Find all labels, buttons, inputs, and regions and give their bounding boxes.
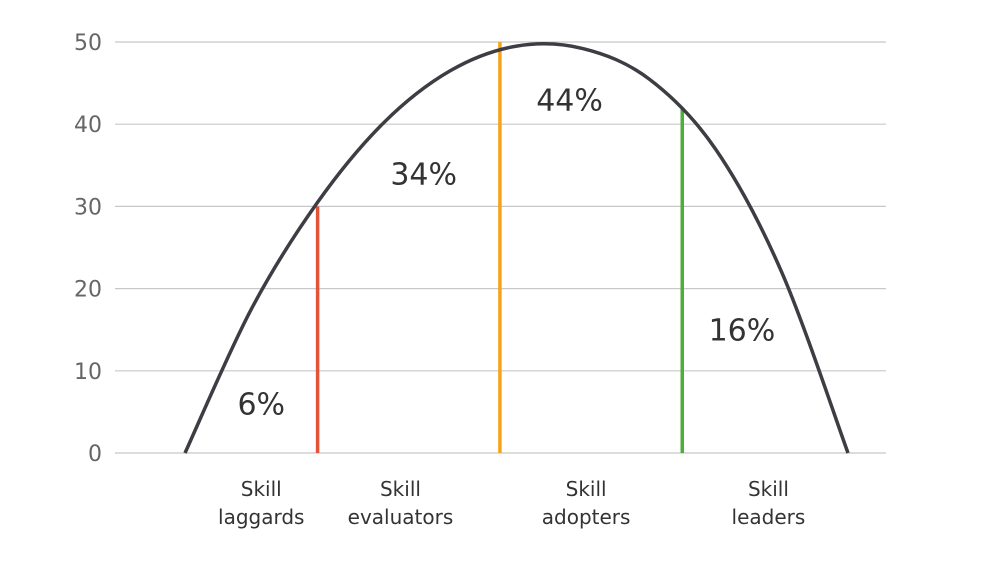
- adoption-curve: [183, 42, 850, 454]
- segment-percent-label: 34%: [390, 158, 457, 193]
- y-tick-label: 40: [74, 113, 102, 138]
- category-label-line1: Skill: [380, 477, 421, 501]
- segment-dividers: [315, 42, 684, 453]
- segment-percent-label: 44%: [536, 84, 603, 119]
- y-tick-label: 20: [74, 278, 102, 303]
- segment-percent-labels: 6% 34% 44% 16%: [237, 84, 775, 423]
- category-label-line1: Skill: [566, 477, 607, 501]
- category-label-line1: Skill: [241, 477, 282, 501]
- category-label-line1: Skill: [748, 477, 789, 501]
- category-label-line2: evaluators: [348, 505, 454, 529]
- category-label-line2: adopters: [542, 505, 631, 529]
- segment-percent-label: 16%: [709, 314, 776, 349]
- y-tick-label: 30: [74, 195, 102, 220]
- y-tick-label: 50: [74, 31, 102, 56]
- y-axis-ticks: 0 10 20 30 40 50: [74, 31, 102, 467]
- segment-percent-label: 6%: [237, 388, 285, 423]
- y-tick-label: 10: [74, 360, 102, 385]
- y-tick-label: 0: [88, 442, 102, 467]
- category-label-line2: leaders: [732, 505, 806, 529]
- segment-category-labels: Skill laggards Skill evaluators Skill adopter…: [218, 477, 805, 529]
- category-label-line2: laggards: [218, 505, 304, 529]
